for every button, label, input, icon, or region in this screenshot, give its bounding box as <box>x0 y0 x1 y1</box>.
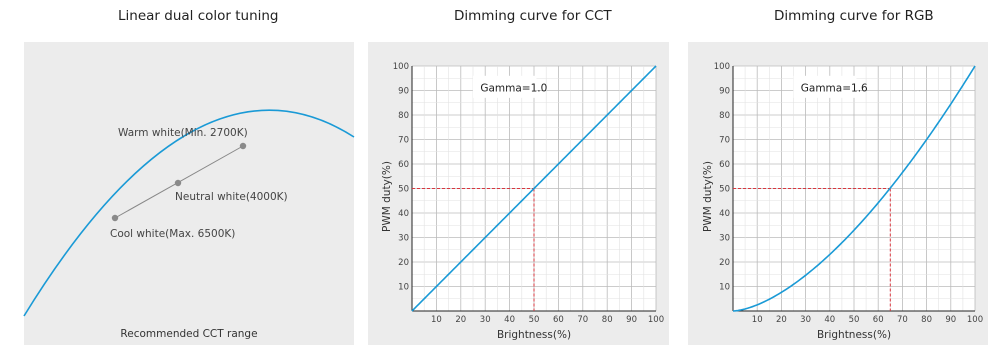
cct-y-tick-label: 90 <box>398 87 409 97</box>
rgb-x-tick-label: 30 <box>800 315 811 325</box>
cct-gamma-label: Gamma=1.0 <box>480 83 547 95</box>
rgb-y-tick-label: 80 <box>719 111 730 121</box>
neutral-white-point <box>174 179 182 187</box>
rgb-x-tick-label: 70 <box>897 315 908 325</box>
cct-y-tick-label: 40 <box>398 209 409 219</box>
rgb-gamma-label-bg <box>793 75 857 98</box>
rgb-x-tick-label: 80 <box>921 315 932 325</box>
rgb-x-tick-label: 50 <box>849 315 860 325</box>
cct-x-tick-label: 20 <box>455 315 466 325</box>
rgb-y-tick-label: 60 <box>719 160 730 170</box>
cct-x-tick-label: 70 <box>577 315 588 325</box>
color-tuning-diagram: Warm white(Min. 2700K) Neutral white(400… <box>23 42 355 345</box>
cct-gamma-label-bg <box>473 75 537 98</box>
cct-x-tick-label: 90 <box>626 315 637 325</box>
rgb-y-tick-label: 70 <box>719 136 730 146</box>
rgb-y-tick-label: 40 <box>719 209 730 219</box>
panel-title-cct: Dimming curve for CCT <box>454 8 612 24</box>
cct-x-tick-label: 50 <box>529 315 540 325</box>
cct-x-axis-label: Brightness(%) <box>497 329 571 341</box>
rgb-y-tick-label: 10 <box>719 283 730 293</box>
rgb-dimming-chart: 10 20 30 40 50 60 70 80 90 100 10 20 30 40 50 60 70 80 90 1… <box>688 42 988 345</box>
cct-x-tick-label: 40 <box>504 315 515 325</box>
rgb-dimming-curve <box>732 65 976 312</box>
rgb-y-tick-label: 90 <box>719 87 730 97</box>
cct-y-tick-label: 100 <box>393 62 409 72</box>
cct-x-tick-label: 80 <box>602 315 613 325</box>
cct-x-tick-label: 30 <box>480 315 491 325</box>
rgb-x-tick-label: 90 <box>945 315 956 325</box>
rgb-y-tick-label: 30 <box>719 234 730 244</box>
diagram-background <box>24 42 354 345</box>
rgb-y-tick-label: 20 <box>719 258 730 268</box>
rgb-x-tick-label: 40 <box>824 315 835 325</box>
cct-y-tick-label: 60 <box>398 160 409 170</box>
cct-x-tick-label: 10 <box>431 315 442 325</box>
planckian-curve <box>23 109 355 317</box>
cct-dimming-chart: 10 20 30 40 50 60 70 80 90 100 10 20 30 40 50 60 70 80 90 1… <box>368 42 669 345</box>
rgb-x-tick-label: 10 <box>752 315 763 325</box>
warm-white-point <box>239 142 247 150</box>
cct-y-tick-label: 70 <box>398 136 409 146</box>
rgb-y-tick-label: 50 <box>719 185 730 195</box>
rgb-y-tick-label: 100 <box>714 62 730 72</box>
cct-y-tick-label: 30 <box>398 234 409 244</box>
cct-y-tick-label: 80 <box>398 111 409 121</box>
cct-dimming-curve <box>411 65 657 312</box>
panel-title-rgb: Dimming curve for RGB <box>774 8 934 24</box>
rgb-x-tick-label: 100 <box>967 315 983 325</box>
cool-white-label: Cool white(Max. 6500K) <box>110 228 235 240</box>
warm-white-label: Warm white(Min. 2700K) <box>118 127 248 139</box>
cct-y-tick-label: 10 <box>398 283 409 293</box>
cct-y-axis-label: PWM duty(%) <box>381 161 393 232</box>
rgb-x-axis-label: Brightness(%) <box>817 329 891 341</box>
rgb-x-tick-label: 20 <box>776 315 787 325</box>
cool-white-point <box>111 214 119 222</box>
cct-x-tick-label: 60 <box>553 315 564 325</box>
neutral-white-label: Neutral white(4000K) <box>175 191 288 203</box>
cct-y-tick-label: 20 <box>398 258 409 268</box>
cct-x-tick-label: 100 <box>648 315 664 325</box>
cct-range-caption: Recommended CCT range <box>120 328 257 340</box>
rgb-gamma-label: Gamma=1.6 <box>801 83 868 95</box>
rgb-y-axis-label: PWM duty(%) <box>702 161 714 232</box>
cct-y-tick-label: 50 <box>398 185 409 195</box>
rgb-x-tick-label: 60 <box>873 315 884 325</box>
panel-title-color-tuning: Linear dual color tuning <box>118 8 279 24</box>
